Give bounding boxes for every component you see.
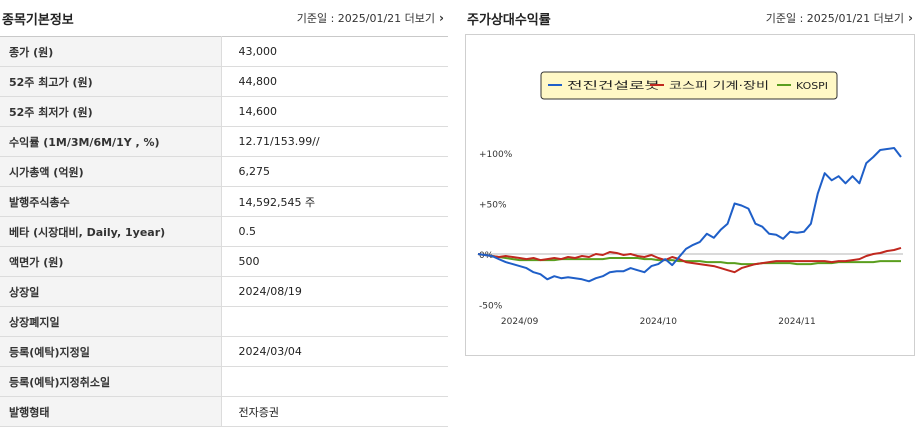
- y-tick-label: +100%: [479, 150, 513, 160]
- y-tick-label: +50%: [479, 201, 507, 211]
- info-value: 14,592,545 주: [221, 186, 448, 217]
- chevron-right-icon[interactable]: ›: [908, 11, 913, 25]
- info-label: 52주 최고가 (원): [0, 66, 222, 97]
- x-tick-label: 2024/11: [778, 317, 815, 327]
- basic-info-panel: 종목기본정보 기준일 : 2025/01/21 더보기 › 종가 (원) 43,00…: [0, 0, 448, 427]
- info-label: 수익률 (1M/3M/6M/1Y , %): [0, 126, 222, 157]
- info-value: 14,600: [221, 96, 448, 127]
- y-tick-label: -50%: [479, 302, 503, 312]
- series-line: [477, 147, 902, 283]
- relative-return-panel: 주가상대수익률 기준일 : 2025/01/21 더보기 › +100% +50% 0…: [465, 0, 917, 427]
- relative-return-meta-text[interactable]: 기준일 : 2025/01/21 더보기: [765, 12, 905, 25]
- legend-label: 전진건설로봇: [567, 80, 660, 92]
- basic-info-table: 종가 (원) 43,000 52주 최고가 (원) 44,800 52주 최저가 (원)…: [0, 36, 448, 427]
- series-line: [477, 246, 902, 274]
- info-label: 발행주식총수: [0, 186, 222, 217]
- info-row: 발행형태 전자증권: [0, 396, 448, 427]
- info-row: 52주 최저가 (원) 14,600: [0, 96, 448, 127]
- chart-legend: [540, 71, 838, 100]
- info-label: 52주 최저가 (원): [0, 96, 222, 127]
- info-label: 상장일: [0, 276, 222, 307]
- series-line: [477, 253, 901, 266]
- info-label: 종가 (원): [0, 36, 222, 67]
- info-label: 베타 (시장대비, Daily, 1year): [0, 216, 222, 247]
- info-label: 발행형태: [0, 396, 222, 427]
- info-value: 전자증권: [221, 396, 448, 427]
- relative-return-more-link[interactable]: 기준일 : 2025/01/21 더보기 ›: [766, 10, 913, 26]
- chevron-right-icon[interactable]: ›: [439, 11, 444, 25]
- legend-label: KOSPI: [796, 81, 828, 92]
- basic-info-more-link[interactable]: 기준일 : 2025/01/21 더보기 ›: [297, 10, 444, 26]
- legend-label: 코스피 기계·장비: [669, 80, 769, 92]
- info-label: 액면가 (원): [0, 246, 222, 277]
- relative-return-chart: +100%+50%0%-50%2024/092024/102024/112024…: [465, 34, 917, 356]
- info-row: 등록(예탁)지정취소일: [0, 366, 448, 397]
- info-row: 52주 최고가 (원) 44,800: [0, 66, 448, 97]
- info-label: 시가총액 (억원): [0, 156, 222, 187]
- relative-return-title: 주가상대수익률: [467, 13, 551, 28]
- basic-info-header: 종목기본정보 기준일 : 2025/01/21 더보기 ›: [0, 0, 448, 34]
- chart-svg: +100%+50%0%-50%2024/092024/102024/112024…: [477, 71, 917, 327]
- info-value: 43,000: [221, 36, 448, 67]
- info-row: 상장폐지일: [0, 306, 448, 337]
- info-value: 0.5: [221, 216, 448, 247]
- basic-info-meta-text[interactable]: 기준일 : 2025/01/21 더보기: [296, 12, 436, 25]
- info-value: [221, 306, 448, 337]
- info-label: 등록(예탁)지정일: [0, 336, 222, 367]
- relative-return-header: 주가상대수익률 기준일 : 2025/01/21 더보기 ›: [465, 0, 917, 34]
- basic-info-title: 종목기본정보: [2, 13, 74, 28]
- info-value: [221, 366, 448, 397]
- info-row: 시가총액 (억원) 6,275: [0, 156, 448, 187]
- info-value: 500: [221, 246, 448, 277]
- info-label: 상장폐지일: [0, 306, 222, 337]
- info-value: 2024/08/19: [221, 276, 448, 307]
- info-row: 수익률 (1M/3M/6M/1Y , %) 12.71/153.99//: [0, 126, 448, 157]
- info-row: 종가 (원) 43,000: [0, 36, 448, 67]
- info-value: 12.71/153.99//: [221, 126, 448, 157]
- info-value: 6,275: [221, 156, 448, 187]
- x-tick-label: 2024/09: [501, 317, 539, 327]
- info-value: 44,800: [221, 66, 448, 97]
- info-row: 발행주식총수 14,592,545 주: [0, 186, 448, 217]
- info-value: 2024/03/04: [221, 336, 448, 367]
- info-row: 액면가 (원) 500: [0, 246, 448, 277]
- info-row: 상장일 2024/08/19: [0, 276, 448, 307]
- info-row: 등록(예탁)지정일 2024/03/04: [0, 336, 448, 367]
- info-row: 베타 (시장대비, Daily, 1year) 0.5: [0, 216, 448, 247]
- x-tick-label: 2024/10: [640, 317, 678, 327]
- info-label: 등록(예탁)지정취소일: [0, 366, 222, 397]
